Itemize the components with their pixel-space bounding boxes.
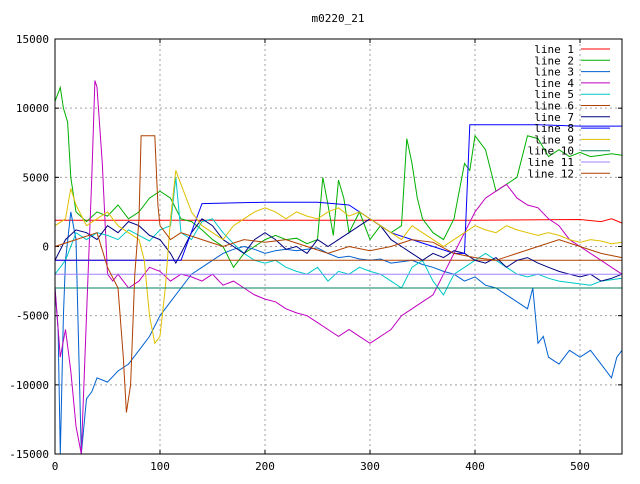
y-tick-label: -5000 <box>16 310 49 323</box>
legend-label: line 12 <box>528 167 574 180</box>
legend-label: line 11 <box>528 156 574 169</box>
y-tick-label: 15000 <box>16 33 49 46</box>
legend-label: line 10 <box>528 145 574 158</box>
x-tick-label: 0 <box>52 460 59 473</box>
legend-label: line 8 <box>534 122 574 135</box>
grid <box>55 39 622 454</box>
legend-label: line 3 <box>534 66 574 79</box>
x-tick-label: 500 <box>570 460 590 473</box>
series-line-12 <box>54 135 623 413</box>
series-line-3 <box>54 211 623 455</box>
series-line-4 <box>54 80 623 455</box>
chart-title: m0220_21 <box>312 12 365 25</box>
y-tick-label: -10000 <box>9 379 49 392</box>
series-lines <box>54 80 623 455</box>
series-line-1 <box>55 218 623 224</box>
y-tick-label: 10000 <box>16 102 49 115</box>
legend-label: line 9 <box>534 133 574 146</box>
series-line-9 <box>54 170 623 345</box>
legend-label: line 7 <box>534 111 574 124</box>
y-tick-label: 5000 <box>23 171 50 184</box>
legend-label: line 6 <box>534 100 574 113</box>
series-line-7 <box>54 218 623 282</box>
series-line-5 <box>54 177 623 296</box>
legend-label: line 5 <box>534 88 574 101</box>
series-line-2 <box>54 85 623 269</box>
x-tick-label: 300 <box>360 460 380 473</box>
series-line-8 <box>55 124 622 261</box>
legend-label: line 1 <box>534 43 574 56</box>
legend-label: line 4 <box>534 77 574 90</box>
x-tick-label: 200 <box>255 460 275 473</box>
y-tick-label: 0 <box>42 241 49 254</box>
axis-ticks: 0 100 200 300 400 500 -15000 -10000 -5000 0 5000 10… <box>9 33 622 473</box>
x-tick-label: 400 <box>465 460 485 473</box>
x-tick-label: 100 <box>150 460 170 473</box>
legend-label: line 2 <box>534 54 574 67</box>
plot-frame <box>54 38 623 455</box>
y-tick-label: -15000 <box>9 448 49 461</box>
